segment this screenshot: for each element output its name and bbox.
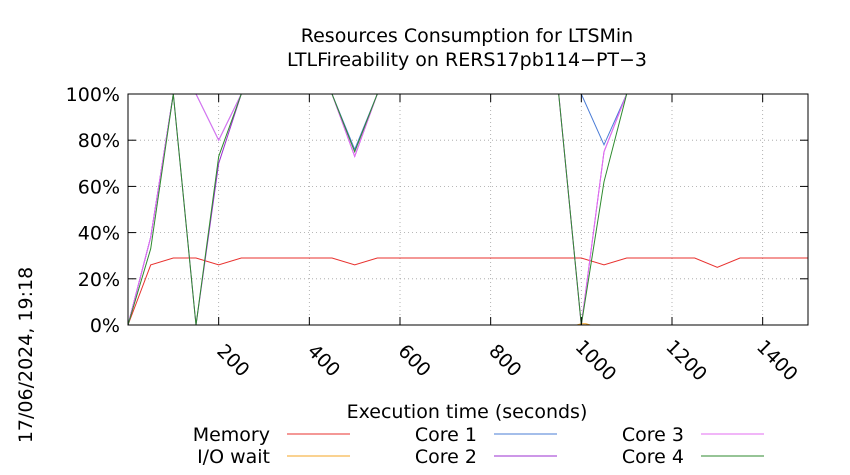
x-tick-label: 200	[212, 340, 253, 381]
x-axis-label: Execution time (seconds)	[347, 401, 588, 423]
x-axis: 200 400 600 800 1000 1200 1400	[212, 94, 802, 386]
x-tick-label: 400	[303, 340, 344, 381]
y-tick-label: 60%	[78, 176, 120, 198]
x-tick-label: 1400	[752, 336, 802, 386]
y-tick-label: 100%	[66, 84, 120, 106]
y-tick-label: 40%	[78, 223, 120, 245]
chart-subtitle: LTLFireability on RERS17pb114−PT−3	[287, 49, 647, 71]
y-tick-label: 80%	[78, 130, 120, 152]
legend-label: Core 4	[622, 446, 684, 468]
y-tick-label: 0%	[90, 315, 120, 337]
series-line-core-2	[127, 93, 808, 326]
series-lines	[127, 93, 808, 326]
x-tick-label: 800	[484, 340, 525, 381]
series-line-i-o-wait	[576, 323, 591, 326]
legend-label: I/O wait	[197, 446, 270, 468]
timestamp: 17/06/2024, 19:18	[15, 267, 37, 443]
legend-label: Core 1	[415, 424, 477, 446]
x-tick-label: 1200	[661, 336, 711, 386]
chart-title: Resources Consumption for LTSMin	[301, 25, 633, 47]
legend-label: Memory	[193, 424, 270, 446]
plot-frame	[127, 93, 809, 326]
legend-label: Core 3	[622, 424, 684, 446]
x-tick-label: 1000	[571, 336, 621, 386]
series-line-memory	[127, 257, 808, 326]
series-line-core-4	[127, 93, 808, 326]
y-tick-label: 20%	[78, 269, 120, 291]
x-tick-label: 600	[394, 340, 435, 381]
y-axis: 0% 20% 40% 60% 80% 100%	[66, 84, 808, 337]
legend-label: Core 2	[415, 446, 477, 468]
